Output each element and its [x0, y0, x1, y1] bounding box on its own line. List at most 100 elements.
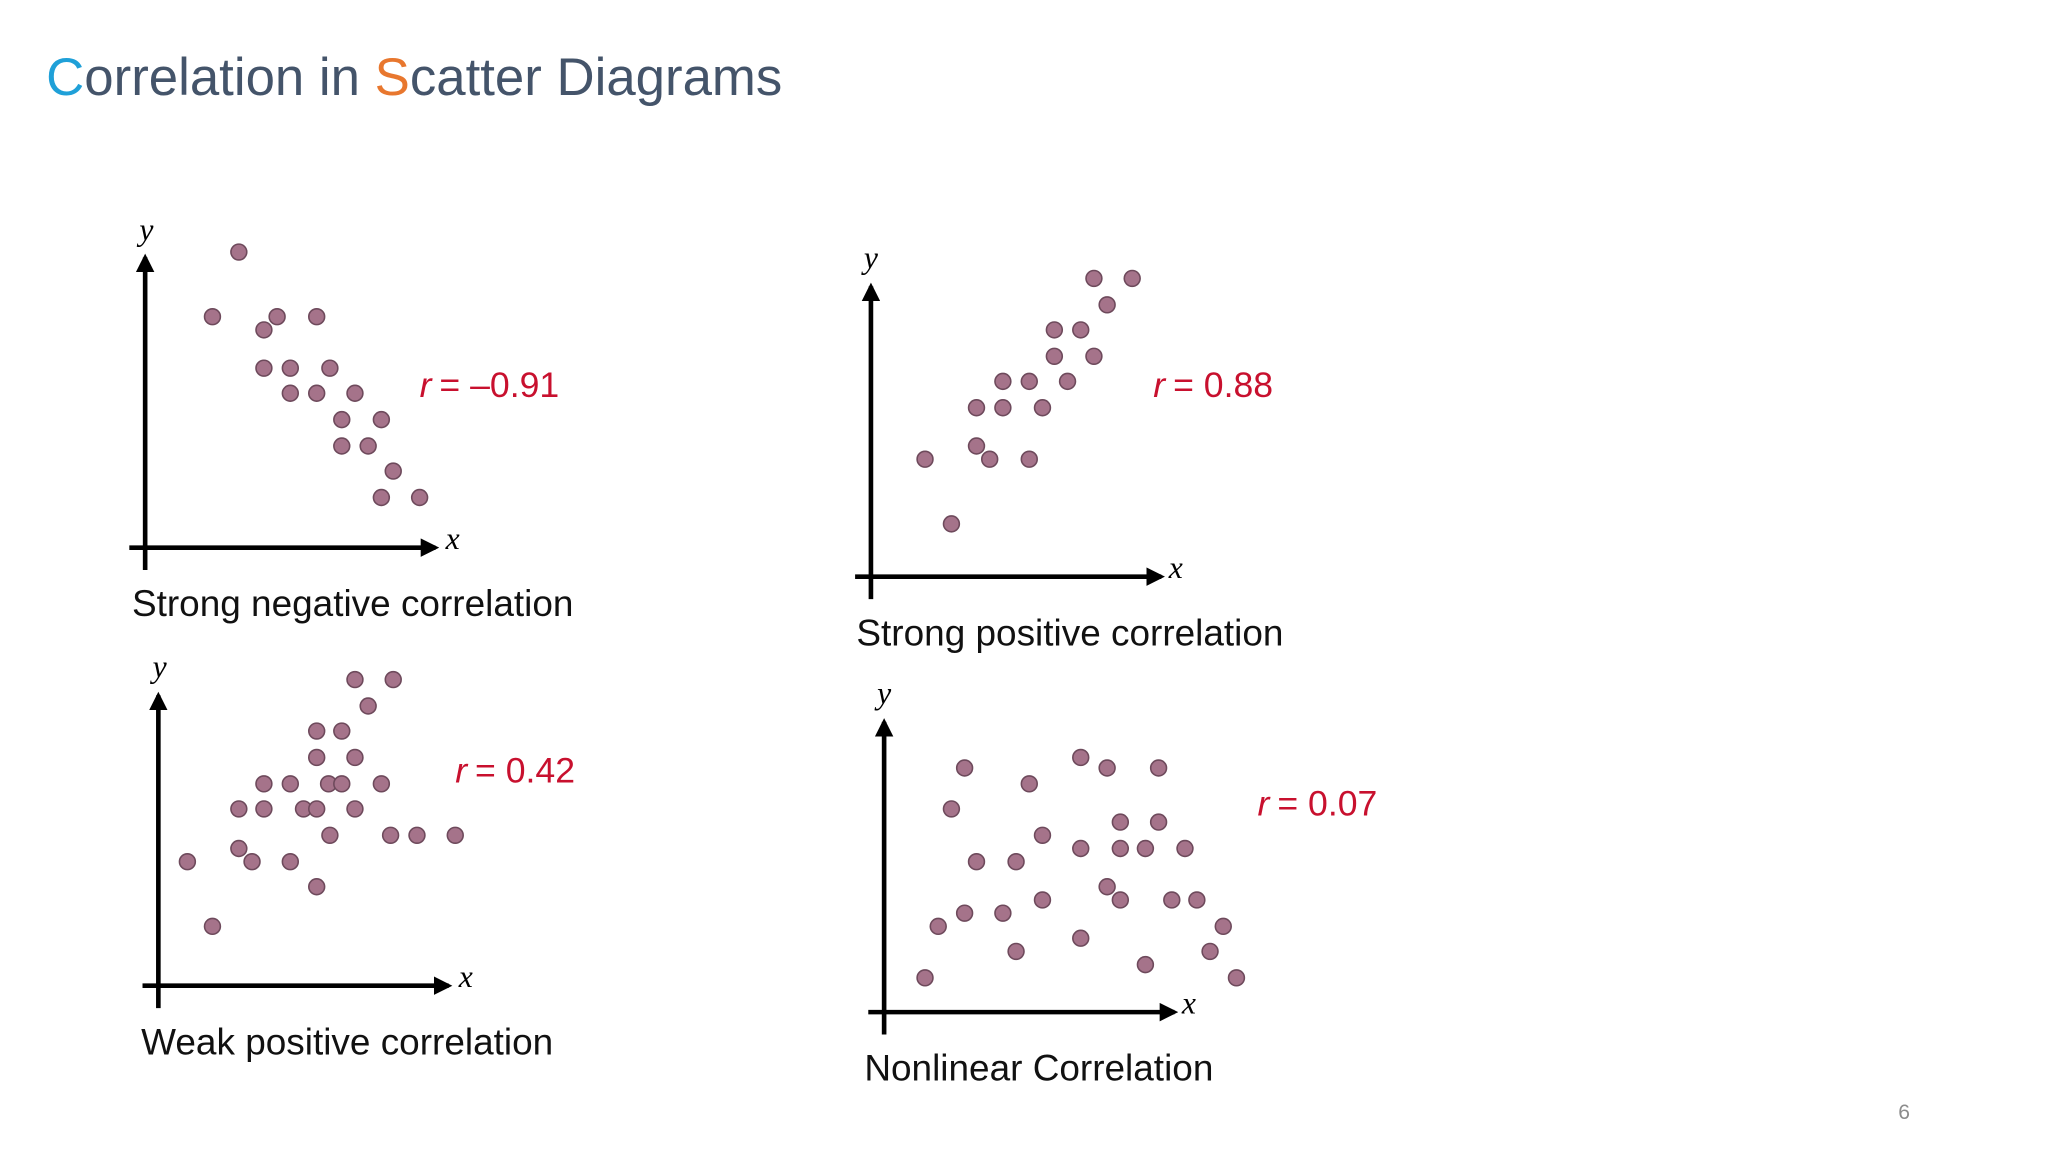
data-point: [372, 775, 391, 793]
data-point: [203, 307, 222, 326]
title-segment: C: [46, 48, 84, 107]
data-point: [1098, 759, 1116, 777]
data-point: [1188, 891, 1206, 909]
chart-caption: Weak positive correlation: [141, 1021, 553, 1062]
data-point: [1098, 878, 1116, 896]
data-point: [255, 321, 273, 339]
data-point: [372, 410, 391, 429]
annotation-value: = 0.88: [1173, 365, 1273, 405]
data-point: [916, 969, 934, 987]
slide-title: Correlation in Scatter Diagrams: [46, 48, 782, 107]
data-point: [1201, 942, 1219, 961]
annotation-symbol: r: [420, 365, 434, 405]
y-axis-label: y: [136, 212, 154, 247]
data-point: [243, 852, 261, 871]
data-point: [346, 748, 364, 767]
data-point: [203, 917, 222, 936]
data-point: [346, 670, 364, 689]
data-point: [994, 904, 1012, 922]
data-point: [1072, 929, 1090, 947]
data-point: [255, 800, 273, 818]
title-segment: catter Diagrams: [410, 48, 782, 107]
data-point: [1020, 372, 1038, 391]
data-point: [1033, 826, 1052, 845]
data-point: [281, 775, 300, 793]
correlation-annotation: r = –0.91: [420, 365, 560, 405]
data-point: [384, 670, 402, 689]
correlation-annotation: r = 0.88: [1153, 365, 1273, 405]
data-point: [994, 372, 1012, 391]
data-point: [307, 722, 326, 740]
x-axis-label: x: [1181, 985, 1196, 1020]
y-axis-label: y: [874, 675, 892, 710]
data-point: [955, 759, 974, 777]
annotation-value: = 0.07: [1277, 784, 1377, 824]
data-point: [1085, 347, 1103, 365]
data-point: [1123, 269, 1141, 288]
title-segment: S: [375, 48, 410, 107]
data-point: [255, 359, 273, 377]
data-point: [1111, 839, 1130, 858]
data-point: [980, 450, 999, 468]
data-point: [307, 384, 326, 402]
x-axis-label: x: [445, 521, 460, 556]
data-point: [230, 243, 248, 261]
annotation-value: = 0.42: [475, 751, 575, 791]
data-point: [321, 826, 339, 845]
data-point: [346, 800, 364, 818]
data-point: [916, 450, 934, 468]
data-point: [1045, 347, 1064, 365]
data-point: [967, 399, 986, 417]
x-axis-label: x: [1168, 550, 1183, 585]
data-point: [1136, 839, 1155, 858]
data-point: [1058, 372, 1077, 391]
data-point: [307, 878, 326, 896]
data-point: [1072, 748, 1090, 767]
data-point: [307, 748, 326, 767]
data-point: [929, 917, 947, 936]
data-point: [230, 839, 248, 858]
data-point: [281, 852, 300, 871]
data-point: [333, 775, 351, 793]
data-point: [1111, 891, 1130, 909]
data-point: [1136, 955, 1155, 974]
y-axis-label: y: [150, 649, 168, 684]
data-point: [333, 437, 351, 455]
data-point: [1020, 775, 1038, 793]
data-point: [346, 384, 364, 402]
data-point: [372, 488, 391, 507]
data-point: [1033, 891, 1052, 909]
data-point: [1072, 321, 1090, 339]
data-point: [1045, 321, 1064, 339]
page-number: 6: [1898, 1101, 1910, 1124]
data-point: [1163, 891, 1181, 909]
data-point: [955, 904, 974, 922]
annotation-symbol: r: [1258, 784, 1272, 824]
correlation-annotation: r = 0.42: [455, 751, 575, 791]
data-point: [178, 852, 197, 871]
chart-caption: Nonlinear Correlation: [864, 1048, 1213, 1089]
data-point: [1214, 917, 1232, 936]
data-point: [268, 307, 286, 326]
data-point: [281, 384, 300, 402]
data-point: [967, 852, 986, 871]
data-point: [967, 437, 986, 455]
correlation-annotation: r = 0.07: [1258, 784, 1378, 824]
data-point: [1007, 942, 1025, 961]
annotation-symbol: r: [455, 751, 469, 791]
data-point: [1085, 269, 1103, 288]
chart-caption: Strong negative correlation: [132, 583, 573, 624]
y-axis-label: y: [861, 240, 879, 275]
data-point: [942, 515, 961, 533]
data-point: [1098, 296, 1116, 314]
data-point: [408, 826, 426, 845]
data-point: [384, 462, 402, 480]
data-point: [333, 410, 351, 429]
data-point: [230, 800, 248, 818]
data-point: [1072, 839, 1090, 858]
data-point: [307, 800, 326, 818]
data-point: [942, 800, 961, 818]
data-point: [1149, 813, 1168, 831]
data-point: [410, 488, 429, 507]
data-point: [359, 697, 377, 715]
